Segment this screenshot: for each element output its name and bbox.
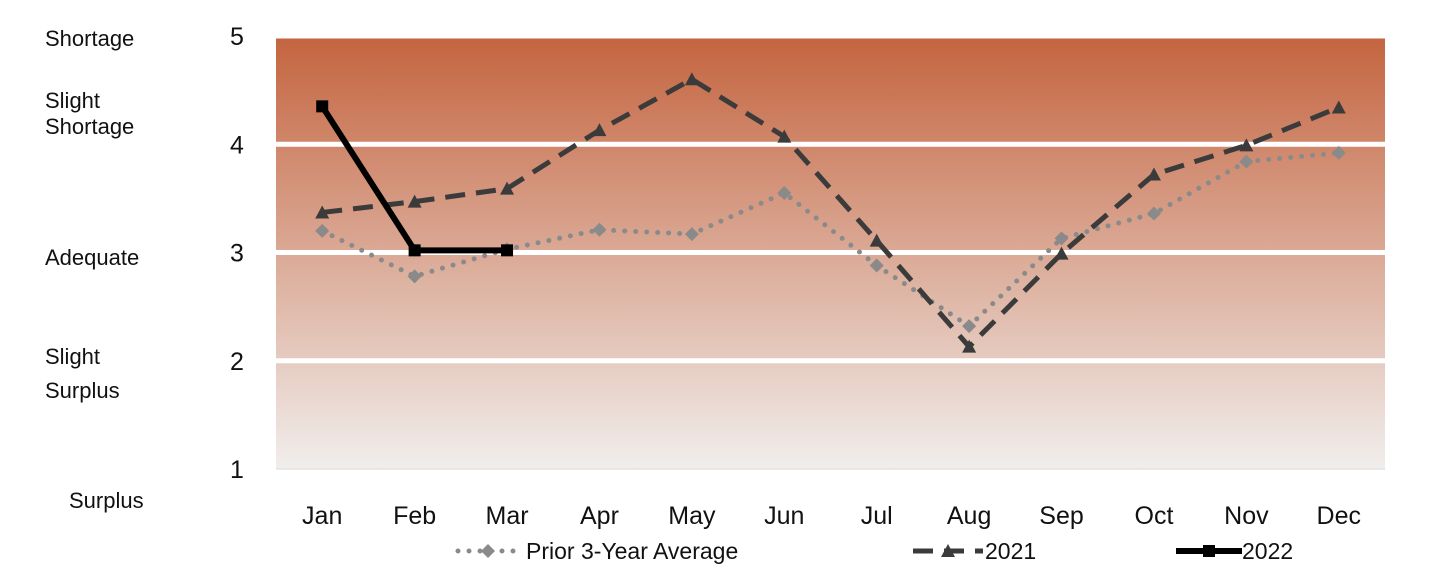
data-point-triangle bbox=[315, 205, 330, 219]
data-point-triangle bbox=[941, 544, 955, 557]
x-tick-label: Nov bbox=[1224, 502, 1269, 530]
data-point-triangle bbox=[1146, 167, 1161, 181]
series-line bbox=[319, 150, 1342, 329]
data-point-triangle bbox=[592, 123, 607, 137]
y-tick-label: 3 bbox=[230, 240, 244, 268]
data-point-diamond bbox=[1054, 231, 1069, 246]
x-tick-label: May bbox=[668, 502, 716, 530]
x-tick-label: Mar bbox=[486, 502, 529, 530]
data-point-diamond bbox=[962, 319, 977, 334]
category-label: Shortage bbox=[45, 114, 135, 139]
legend: Prior 3-Year Average 2021 2022 bbox=[455, 538, 1293, 564]
data-point-square bbox=[316, 100, 329, 113]
data-point-diamond bbox=[315, 223, 330, 238]
y-tick-label: 2 bbox=[230, 348, 244, 376]
category-label: Adequate bbox=[45, 245, 140, 270]
x-tick-label: Dec bbox=[1317, 502, 1361, 530]
legend-item: Prior 3-Year Average bbox=[455, 538, 738, 564]
data-point-triangle bbox=[962, 339, 977, 353]
legend-label: Prior 3-Year Average bbox=[526, 538, 738, 564]
legend-item: 2022 bbox=[1176, 538, 1293, 564]
legend-label: 2021 bbox=[985, 538, 1036, 564]
y-tick-label: 5 bbox=[230, 23, 244, 51]
data-point-diamond bbox=[407, 269, 422, 284]
data-point-triangle bbox=[1239, 138, 1254, 152]
x-tick-label: Jun bbox=[764, 502, 804, 530]
x-axis-ticks: Jan Feb Mar Apr May Jun Jul Aug Sep Oct Nov Dec bbox=[302, 502, 1361, 530]
series-2 bbox=[315, 72, 1346, 353]
x-tick-label: Sep bbox=[1039, 502, 1083, 530]
data-point-triangle bbox=[684, 72, 699, 86]
series-line bbox=[321, 76, 1340, 350]
y-axis-ticks: 1 2 3 4 5 bbox=[230, 23, 244, 484]
data-point-diamond bbox=[481, 544, 495, 558]
data-point-triangle bbox=[1054, 246, 1069, 260]
y-tick-label: 1 bbox=[230, 456, 244, 484]
legend-item: 2021 bbox=[913, 538, 1036, 564]
data-point-diamond bbox=[869, 258, 884, 273]
category-label: Shortage bbox=[45, 26, 135, 51]
data-point-triangle bbox=[1331, 100, 1346, 114]
data-point-diamond bbox=[1146, 206, 1161, 221]
x-tick-label: Feb bbox=[393, 502, 436, 530]
data-point-square bbox=[408, 244, 421, 257]
category-label: Slight bbox=[45, 88, 101, 113]
y-tick-label: 4 bbox=[230, 131, 244, 159]
series-3 bbox=[316, 100, 514, 257]
data-point-diamond bbox=[592, 222, 607, 237]
data-point-diamond bbox=[1239, 154, 1254, 169]
series-group bbox=[315, 72, 1346, 353]
data-point-square bbox=[1203, 545, 1215, 557]
category-label: Surplus bbox=[45, 378, 120, 403]
data-point-square bbox=[501, 244, 514, 257]
legend-label: 2022 bbox=[1242, 538, 1293, 564]
data-point-diamond bbox=[684, 227, 699, 242]
data-point-diamond bbox=[777, 185, 792, 200]
data-point-triangle bbox=[777, 129, 792, 143]
data-point-triangle bbox=[869, 233, 884, 247]
category-label: Surplus bbox=[69, 488, 144, 513]
x-tick-label: Jan bbox=[302, 502, 342, 530]
data-point-triangle bbox=[407, 194, 422, 208]
data-point-diamond bbox=[1331, 145, 1346, 160]
x-tick-label: Oct bbox=[1135, 502, 1174, 530]
x-tick-label: Apr bbox=[580, 502, 619, 530]
x-tick-label: Jul bbox=[861, 502, 893, 530]
data-point-triangle bbox=[500, 181, 515, 195]
gridlines bbox=[276, 33, 1385, 470]
x-tick-label: Aug bbox=[947, 502, 991, 530]
category-label: Slight bbox=[45, 344, 101, 369]
